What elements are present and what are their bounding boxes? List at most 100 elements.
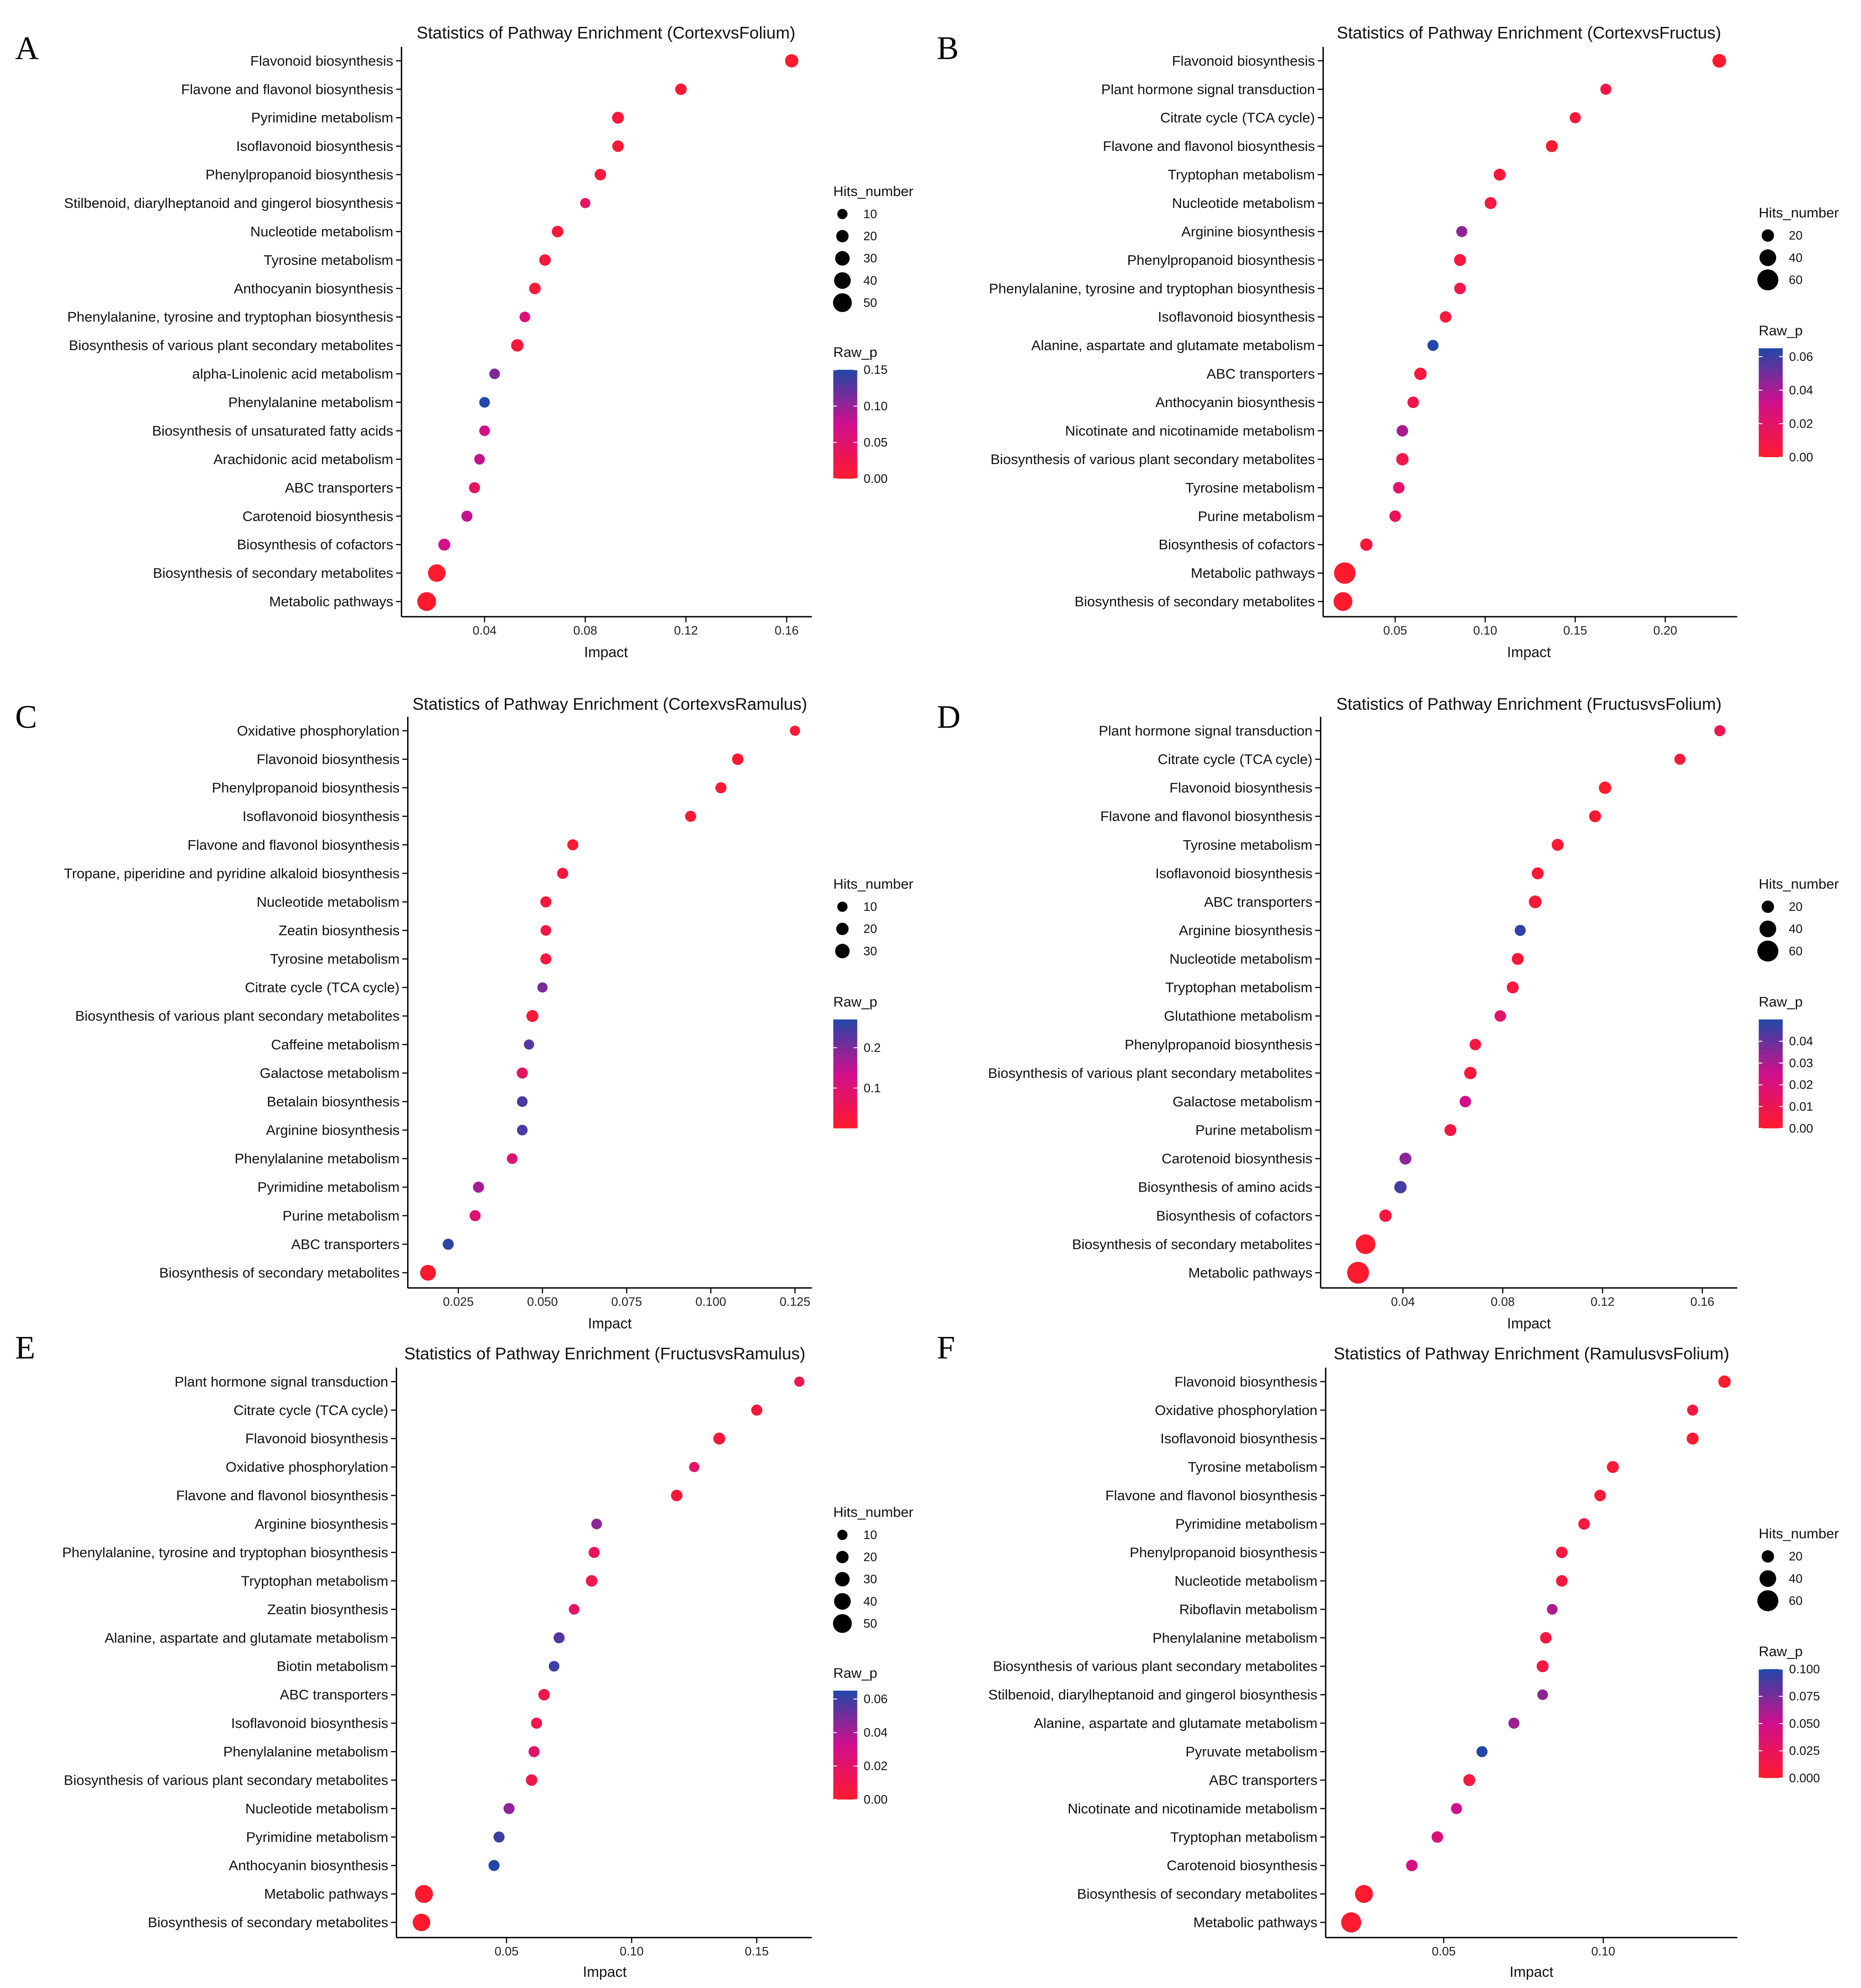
panel-B: B Statistics of Pathway Enrichment (Corte… xyxy=(937,24,1839,661)
data-point xyxy=(1712,54,1727,68)
data-point xyxy=(517,1096,528,1107)
data-point xyxy=(552,226,563,238)
size-legend-dot xyxy=(837,901,848,912)
data-point xyxy=(732,753,744,765)
color-legend-label: 0.06 xyxy=(1789,350,1813,363)
data-point xyxy=(529,283,541,294)
size-legend-label: 20 xyxy=(863,922,877,936)
data-point xyxy=(526,1774,538,1786)
y-tick-label: Citrate cycle (TCA cycle) xyxy=(233,1402,388,1418)
size-legend-dot xyxy=(834,1593,851,1610)
data-point xyxy=(524,1039,534,1050)
panel-letter: D xyxy=(937,698,961,735)
data-point xyxy=(612,140,624,152)
y-tick-label: ABC transporters xyxy=(291,1236,400,1252)
size-legend-label: 10 xyxy=(863,207,877,221)
size-legend-dot xyxy=(1762,1550,1774,1563)
y-tick-label: Tropane, piperidine and pyridine alkaloi… xyxy=(64,865,399,881)
y-tick-label: Flavone and flavonol biosynthesis xyxy=(181,81,393,97)
size-legend-dot xyxy=(1759,920,1776,937)
y-tick-label: Pyruvate metabolism xyxy=(1185,1744,1317,1760)
data-point xyxy=(438,538,450,551)
data-point xyxy=(1389,510,1401,522)
data-point xyxy=(785,54,799,67)
x-tick-label: 0.16 xyxy=(1690,1295,1715,1308)
y-tick-label: Flavone and flavonol biosynthesis xyxy=(1103,138,1315,154)
x-axis-title: Impact xyxy=(1507,1315,1551,1332)
data-point xyxy=(685,811,696,822)
color-legend-label: 0.00 xyxy=(1789,450,1813,464)
y-tick-label: Nucleotide metabolism xyxy=(1172,195,1315,211)
y-tick-label: Plant hormone signal transduction xyxy=(1099,723,1313,738)
y-tick-label: ABC transporters xyxy=(1209,1772,1318,1788)
y-tick-label: Tyrosine metabolism xyxy=(270,951,399,967)
y-tick-label: Flavonoid biosynthesis xyxy=(245,1430,388,1446)
y-tick-label: Biosynthesis of amino acids xyxy=(1138,1179,1313,1195)
data-point xyxy=(1556,1575,1568,1587)
data-point xyxy=(519,311,530,322)
y-tick-label: Arginine biosynthesis xyxy=(1181,223,1315,239)
data-point xyxy=(1406,1859,1418,1871)
x-tick-label: 0.05 xyxy=(1383,624,1407,637)
data-point xyxy=(794,1376,805,1387)
size-legend-dot xyxy=(1759,249,1776,266)
x-tick-label: 0.15 xyxy=(1563,624,1587,637)
size-legend-dot xyxy=(836,923,849,935)
color-legend-bar xyxy=(833,370,858,479)
data-point xyxy=(671,1489,682,1502)
data-point xyxy=(1511,953,1524,965)
size-legend-label: 50 xyxy=(863,296,877,310)
y-tick-label: Carotenoid biosynthesis xyxy=(1167,1858,1318,1874)
y-tick-label: ABC transporters xyxy=(1206,366,1315,382)
data-point xyxy=(1464,1067,1477,1079)
size-legend-dot xyxy=(836,1551,849,1564)
x-tick-label: 0.08 xyxy=(1491,1295,1515,1308)
y-tick-label: Zeatin biosynthesis xyxy=(279,922,399,938)
y-tick-label: ABC transporters xyxy=(280,1687,388,1703)
data-point xyxy=(1546,140,1558,152)
y-tick-label: Zeatin biosynthesis xyxy=(267,1601,388,1617)
size-legend-label: 20 xyxy=(1789,229,1803,243)
y-tick-label: Pyrimidine metabolism xyxy=(1175,1516,1318,1532)
y-tick-label: Carotenoid biosynthesis xyxy=(243,508,393,524)
y-tick-label: Arginine biosynthesis xyxy=(1179,922,1313,938)
y-tick-label: Phenylalanine, tyrosine and tryptophan b… xyxy=(62,1544,388,1560)
data-point xyxy=(1551,839,1564,851)
y-tick-label: Citrate cycle (TCA cycle) xyxy=(1160,110,1315,126)
data-point xyxy=(612,112,624,124)
y-tick-label: Biosynthesis of various plant secondary … xyxy=(64,1772,388,1788)
chart-title: Statistics of Pathway Enrichment (Fructu… xyxy=(404,1344,805,1363)
y-tick-label: Metabolic pathways xyxy=(269,594,393,609)
y-tick-label: Biosynthesis of secondary metabolites xyxy=(1075,594,1315,609)
y-tick-label: Glutathione metabolism xyxy=(1164,1008,1313,1024)
color-legend-bar xyxy=(1758,1019,1783,1129)
data-point xyxy=(591,1518,602,1529)
data-point xyxy=(713,1432,725,1445)
y-tick-label: Biotin metabolism xyxy=(277,1658,388,1674)
data-point xyxy=(1494,168,1506,181)
color-legend-title: Raw_p xyxy=(1759,994,1803,1010)
panel-F: F Statistics of Pathway Enrichment (Ramul… xyxy=(937,1329,1839,1980)
data-point xyxy=(488,1860,500,1871)
x-tick-label: 0.15 xyxy=(745,1944,769,1958)
y-tick-label: Biosynthesis of various plant secondary … xyxy=(993,1658,1318,1674)
data-point xyxy=(1456,226,1468,238)
y-tick-label: Tyrosine metabolism xyxy=(1185,480,1315,496)
data-point xyxy=(526,1010,538,1022)
data-point xyxy=(675,83,687,95)
y-tick-label: Tyrosine metabolism xyxy=(1183,837,1312,853)
y-tick-label: Stilbenoid, diarylheptanoid and gingerol… xyxy=(988,1687,1318,1703)
data-point xyxy=(1414,367,1427,380)
y-tick-label: Plant hormone signal transduction xyxy=(175,1374,388,1389)
y-tick-label: Anthocyanin biosynthesis xyxy=(1155,394,1315,410)
color-legend-label: 0.100 xyxy=(1789,1662,1820,1676)
y-tick-label: Isoflavonoid biosynthesis xyxy=(1158,309,1315,325)
data-point xyxy=(1396,453,1409,465)
y-tick-label: Alanine, aspartate and glutamate metabol… xyxy=(104,1630,388,1646)
size-legend-title: Hits_number xyxy=(833,183,914,199)
y-tick-label: Phenylalanine metabolism xyxy=(1153,1630,1318,1646)
panel-E: E Statistics of Pathway Enrichment (Fruct… xyxy=(15,1329,913,1980)
size-legend-dot xyxy=(835,251,850,266)
y-tick-label: Isoflavonoid biosynthesis xyxy=(243,808,400,824)
y-tick-label: Galactose metabolism xyxy=(1173,1094,1313,1110)
